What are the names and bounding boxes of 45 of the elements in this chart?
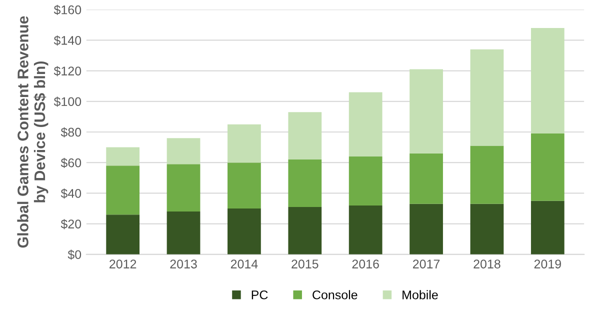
x-tick-label: 2017 xyxy=(413,260,440,268)
y-tick-label: $40 xyxy=(60,188,82,199)
bar xyxy=(348,156,382,206)
y-tick-label: $140 xyxy=(54,35,82,46)
bar xyxy=(470,146,504,204)
legend-label: Console xyxy=(312,290,358,300)
bar xyxy=(288,206,322,254)
x-tick-label: 2016 xyxy=(352,260,379,268)
bar xyxy=(106,166,140,215)
bar xyxy=(530,200,564,254)
bar xyxy=(228,162,261,208)
bar xyxy=(166,212,200,254)
bar xyxy=(530,134,564,201)
y-tick-label: $0 xyxy=(68,250,82,260)
y-tick-label: $20 xyxy=(60,219,82,230)
legend-label: PC xyxy=(252,290,268,300)
bar xyxy=(288,112,322,160)
bar xyxy=(166,138,200,164)
bar xyxy=(228,124,261,163)
bar xyxy=(288,160,322,207)
x-tick-label: 2018 xyxy=(474,260,500,268)
bar xyxy=(348,92,382,156)
x-tick-label: 2015 xyxy=(292,260,318,268)
bar xyxy=(410,204,443,254)
x-tick-label: 2012 xyxy=(110,260,136,268)
y-tick-label: $60 xyxy=(60,158,82,168)
bar xyxy=(166,164,200,212)
y-tick-label: $100 xyxy=(54,96,82,107)
bar xyxy=(470,49,504,146)
legend-label: Mobile xyxy=(402,290,438,300)
bar xyxy=(470,204,504,254)
bar xyxy=(106,147,140,166)
y-tick-label: $120 xyxy=(54,66,82,76)
bar xyxy=(530,28,564,134)
y-tick-label: $80 xyxy=(60,127,82,138)
bar xyxy=(106,214,140,254)
bar xyxy=(228,208,261,254)
y-tick-label: $160 xyxy=(54,4,82,15)
x-tick-label: 2013 xyxy=(170,260,197,268)
bar xyxy=(348,205,382,254)
bar xyxy=(410,153,443,204)
y-axis-title: Global Games Content Revenue by Device (US$ bln) xyxy=(17,16,48,248)
x-tick-label: 2019 xyxy=(534,260,561,268)
bar xyxy=(410,69,443,154)
x-tick-label: 2014 xyxy=(230,260,258,268)
